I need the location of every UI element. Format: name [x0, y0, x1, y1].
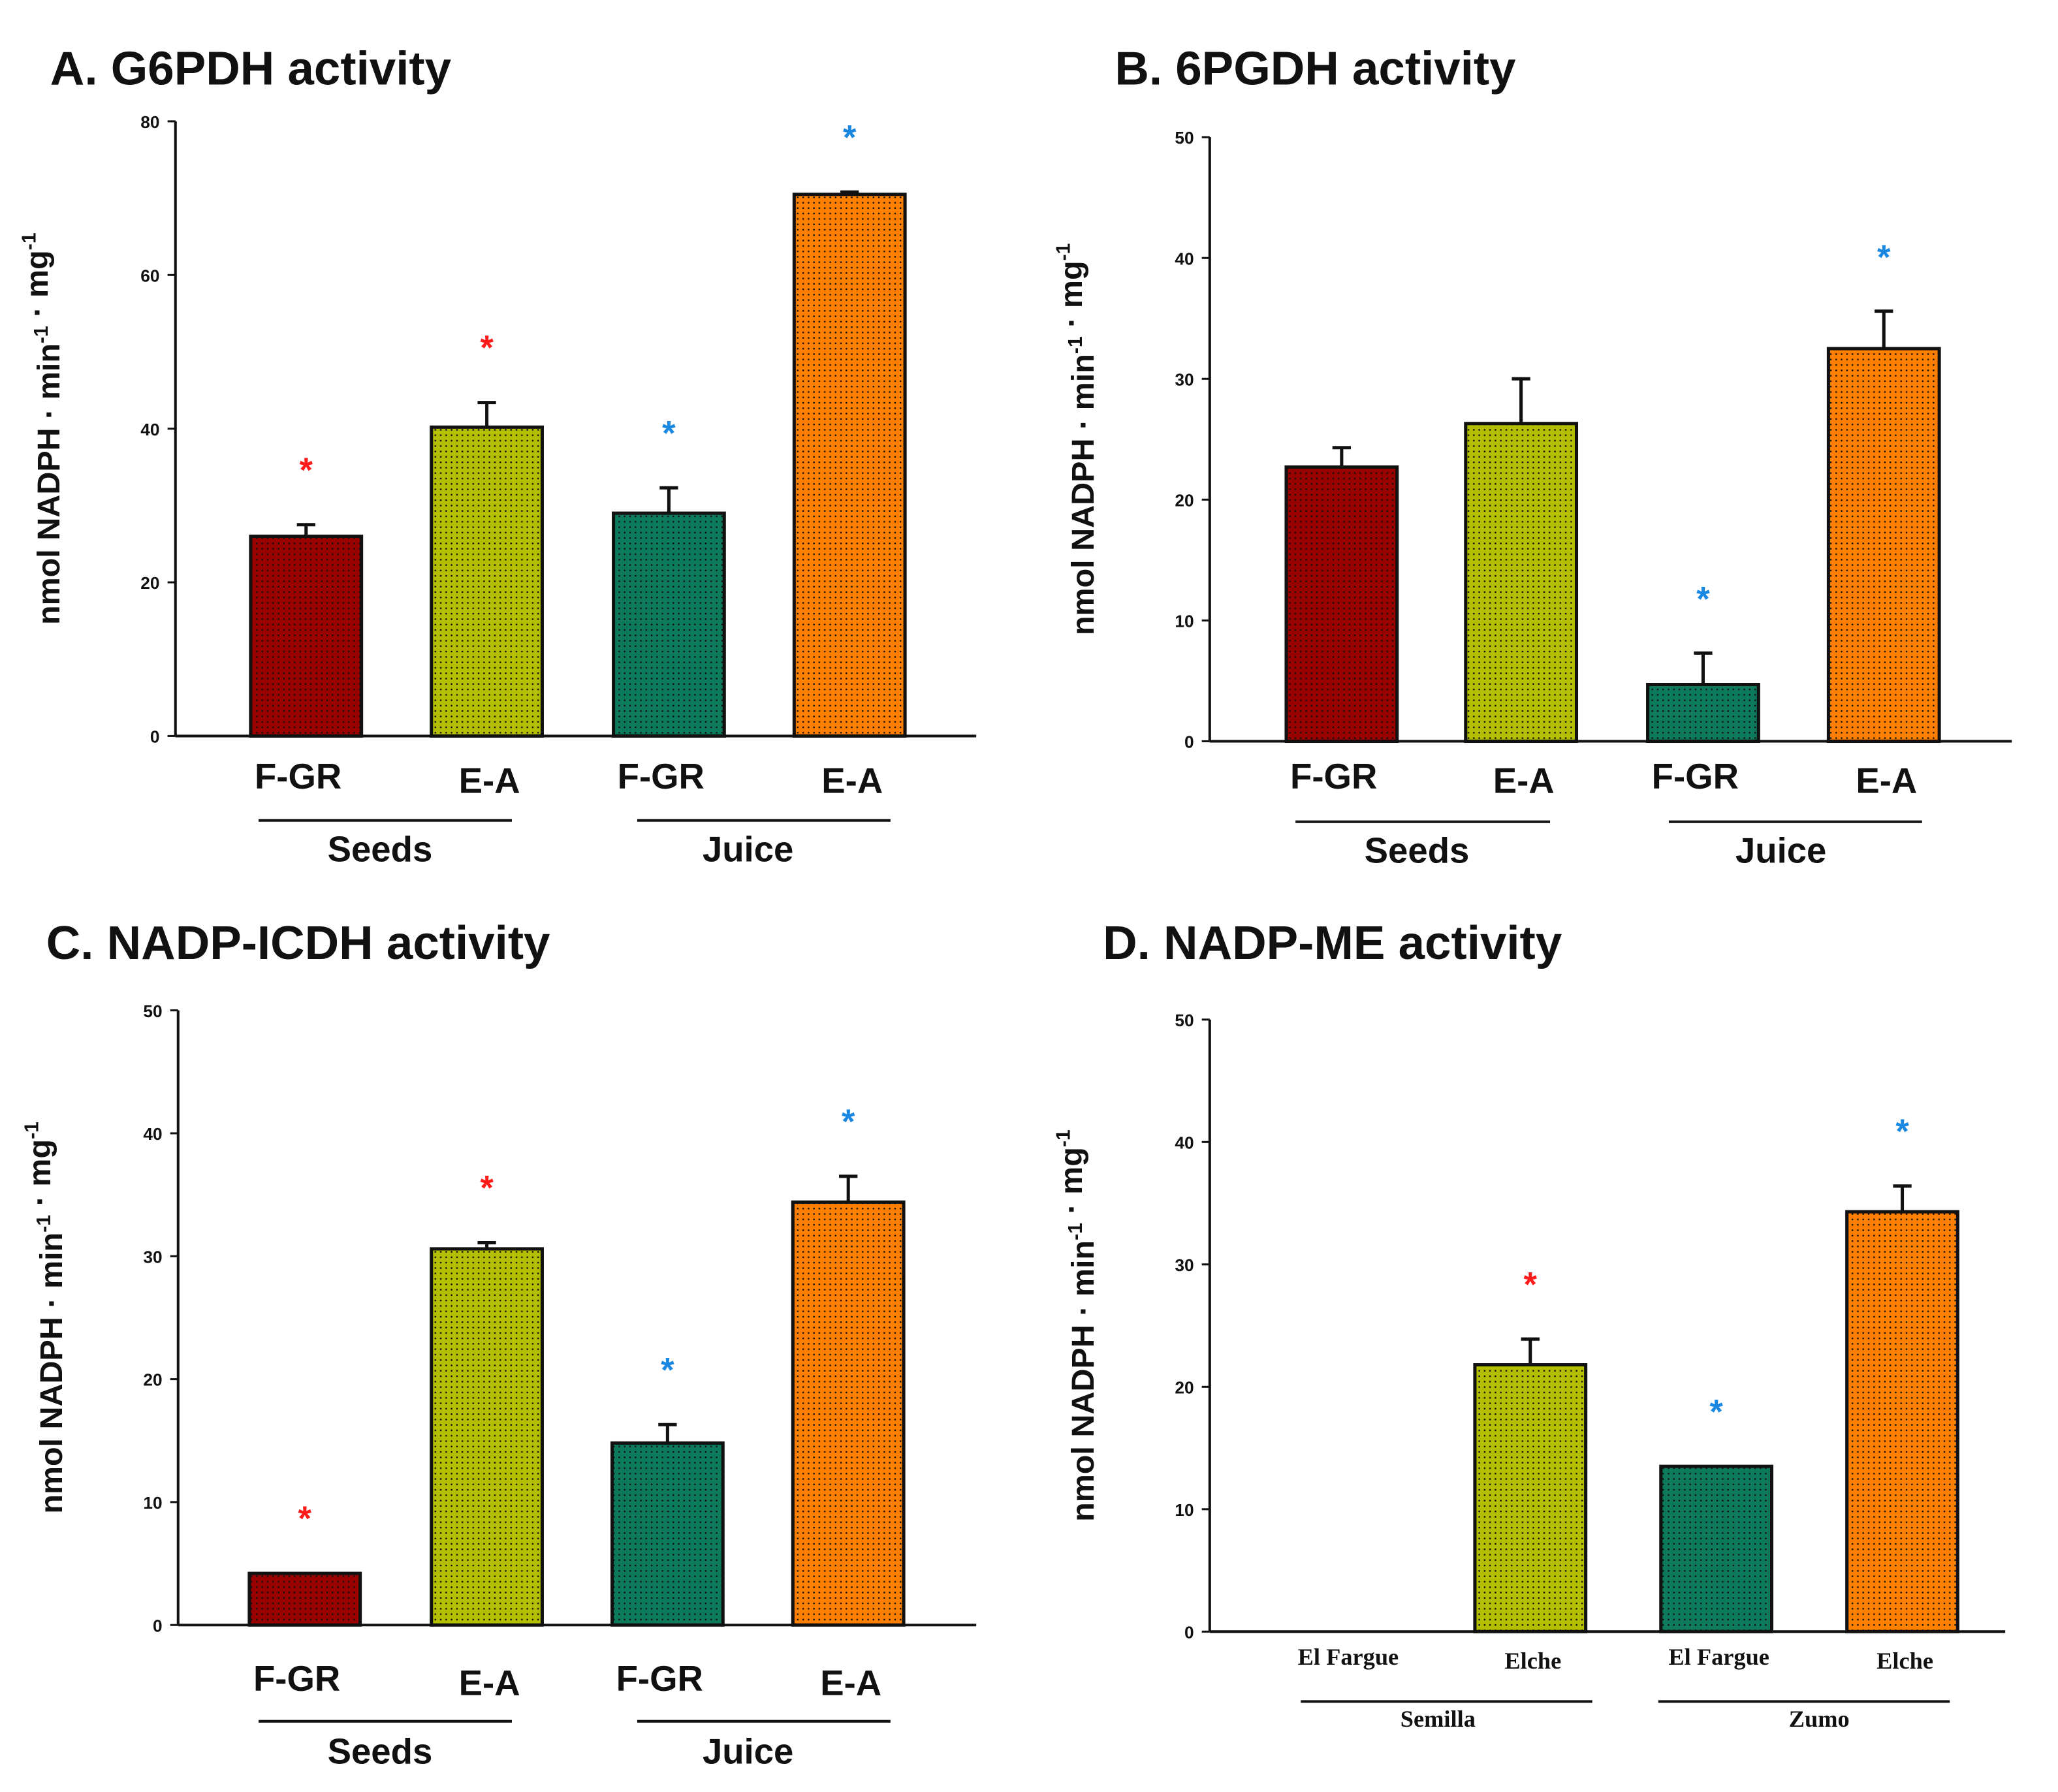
y-tick-label: 0 [1184, 1622, 1194, 1642]
category-label: Elche [1504, 1648, 1561, 1674]
significance-asterisk: * [480, 329, 494, 368]
category-label: El Fargue [1668, 1644, 1769, 1670]
group-label: Juice [1735, 830, 1826, 870]
bar-1 [1284, 465, 1399, 744]
y-tick-label: 20 [1175, 490, 1194, 510]
group-label: Seeds [328, 1731, 433, 1771]
category-label: F-GR [253, 1659, 340, 1699]
group-label: Juice [703, 1731, 793, 1771]
y-tick-label: 30 [1175, 1255, 1194, 1275]
category-label: El Fargue [1298, 1644, 1399, 1670]
chart-panel-1: A. G6PDH activity 0 20 40 60 80 nmol NADPH · m… [19, 42, 977, 869]
bar-4 [1845, 1210, 1959, 1633]
y-tick-label: 80 [140, 112, 159, 132]
y-tick-label: 30 [1175, 369, 1194, 389]
group-label: Seeds [328, 829, 433, 869]
category-label: F-GR [616, 1659, 703, 1699]
significance-asterisk: * [843, 118, 857, 157]
group-label: Seeds [1365, 830, 1470, 870]
y-axis-label: nmol NADPH · min-1 · mg-1 [19, 232, 67, 625]
bar-3 [612, 511, 726, 738]
significance-asterisk: * [1877, 238, 1891, 277]
chart-title: B. 6PGDH activity [1115, 42, 1516, 95]
category-label: E-A [1856, 761, 1917, 800]
y-tick-label: 40 [143, 1124, 162, 1144]
bar-1 [247, 1571, 362, 1627]
bar-2 [430, 425, 544, 738]
significance-asterisk: * [842, 1103, 855, 1141]
y-tick-label: 40 [140, 420, 159, 439]
category-label: E-A [459, 1663, 520, 1703]
y-axis-label: nmol NADPH · min-1 · mg-1 [1053, 1129, 1101, 1522]
y-tick-label: 50 [1175, 1011, 1194, 1030]
significance-asterisk: * [1524, 1266, 1538, 1304]
chart-title: D. NADP-ME activity [1103, 917, 1562, 969]
bar-2 [1464, 422, 1579, 744]
chart-panel-4: D. NADP-ME activity 0 10 20 30 40 50 nmol NADPH… [1053, 917, 2006, 1732]
category-label: F-GR [255, 757, 341, 796]
group-label: Semilla [1401, 1706, 1476, 1732]
category-label: E-A [821, 761, 883, 800]
category-label: F-GR [1652, 757, 1739, 796]
category-label: E-A [1493, 761, 1555, 800]
group-label: Juice [703, 829, 793, 869]
significance-asterisk: * [1895, 1112, 1909, 1151]
y-tick-label: 0 [1184, 732, 1194, 752]
bar-4 [791, 1200, 906, 1627]
group-label: Zumo [1789, 1706, 1850, 1732]
y-axis-label: nmol NADPH · min-1 · mg-1 [22, 1122, 69, 1514]
bar-3 [610, 1441, 725, 1627]
category-label: Elche [1876, 1648, 1933, 1674]
significance-asterisk: * [1696, 580, 1710, 619]
bar-3 [1646, 682, 1760, 744]
y-tick-label: 0 [150, 727, 160, 747]
significance-asterisk: * [1709, 1393, 1723, 1432]
significance-asterisk: * [662, 414, 676, 452]
y-tick-label: 10 [143, 1493, 162, 1513]
significance-asterisk: * [480, 1169, 494, 1208]
bar-1 [249, 534, 364, 738]
y-tick-label: 50 [143, 1001, 162, 1021]
category-label: E-A [820, 1663, 881, 1703]
y-axis-label: nmol NADPH · min-1 · mg-1 [1053, 243, 1101, 635]
significance-asterisk: * [300, 451, 313, 490]
chart-panel-3: C. NADP-ICDH activity 0 10 20 30 40 50 nmol NAD… [22, 917, 977, 1771]
y-tick-label: 30 [143, 1247, 162, 1266]
chart-title: A. G6PDH activity [50, 42, 452, 95]
y-tick-label: 20 [143, 1370, 162, 1390]
y-tick-label: 60 [140, 266, 159, 285]
category-label: F-GR [1290, 757, 1377, 796]
bar-2 [1473, 1363, 1588, 1633]
y-tick-label: 50 [1175, 128, 1194, 148]
category-label: E-A [459, 761, 520, 800]
y-tick-label: 10 [1175, 612, 1194, 631]
bar-3 [1659, 1464, 1774, 1633]
y-tick-label: 20 [140, 573, 159, 593]
y-tick-label: 40 [1175, 1133, 1194, 1152]
y-tick-label: 20 [1175, 1377, 1194, 1397]
bar-2 [430, 1247, 544, 1627]
y-tick-label: 10 [1175, 1500, 1194, 1520]
chart-panel-2: B. 6PGDH activity 0 10 20 30 40 50 nmol NADPH ·… [1053, 42, 2012, 870]
significance-asterisk: * [298, 1500, 312, 1538]
y-tick-label: 40 [1175, 249, 1194, 268]
category-label: F-GR [618, 757, 704, 796]
chart-title: C. NADP-ICDH activity [46, 917, 550, 969]
bar-4 [792, 193, 907, 738]
y-tick-label: 0 [153, 1616, 163, 1635]
bar-4 [1826, 347, 1941, 744]
significance-asterisk: * [661, 1351, 674, 1389]
